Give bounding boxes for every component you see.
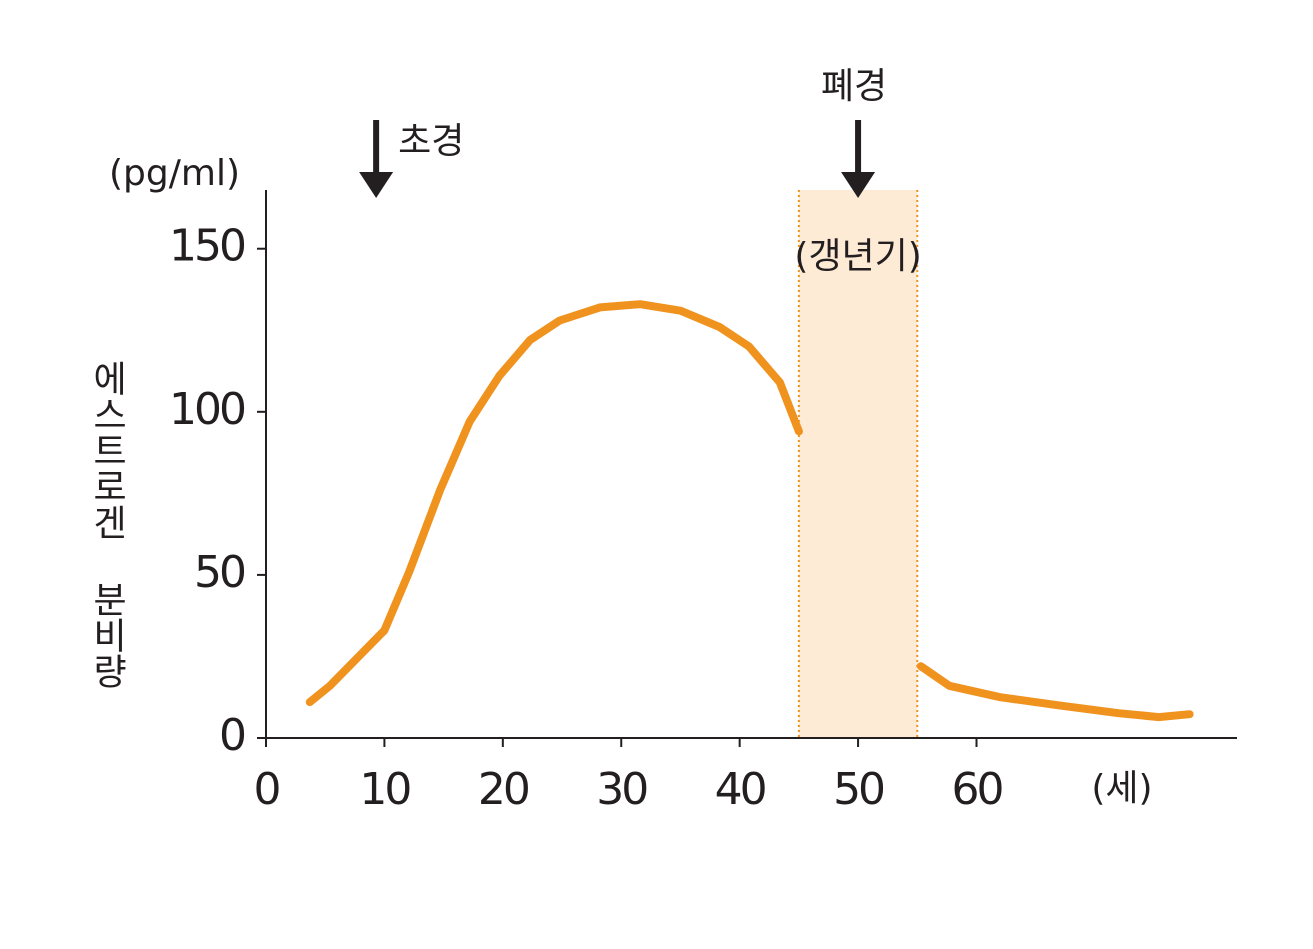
x-tick-label: 50 bbox=[833, 764, 884, 815]
arrow-head bbox=[841, 172, 876, 198]
annotation-label: 초경 bbox=[398, 121, 464, 162]
arrow-head bbox=[359, 172, 394, 198]
shaded-range bbox=[798, 190, 918, 738]
x-tick-label: 60 bbox=[951, 764, 1002, 815]
y-tick-label: 100 bbox=[169, 384, 245, 435]
y-unit: (pg/ml) bbox=[109, 153, 240, 194]
annotation-label: 폐경 bbox=[821, 66, 887, 107]
x-tick-label: 0 bbox=[254, 764, 280, 815]
data-line bbox=[305, 300, 1194, 722]
x-tick-label: 30 bbox=[596, 764, 647, 815]
y-tick-label: 50 bbox=[194, 547, 245, 598]
y-tick-label: 0 bbox=[219, 710, 245, 761]
x-tick-label: 10 bbox=[359, 764, 410, 815]
shaded-label: (갱년기) bbox=[794, 236, 921, 277]
y-tick-label: 150 bbox=[169, 221, 245, 272]
y-axis-label: 에스트로겐 분비량 bbox=[86, 360, 127, 689]
x-tick-label: 20 bbox=[478, 764, 529, 815]
x-tick-label: 40 bbox=[715, 764, 766, 815]
x-unit: (세) bbox=[1091, 768, 1152, 809]
